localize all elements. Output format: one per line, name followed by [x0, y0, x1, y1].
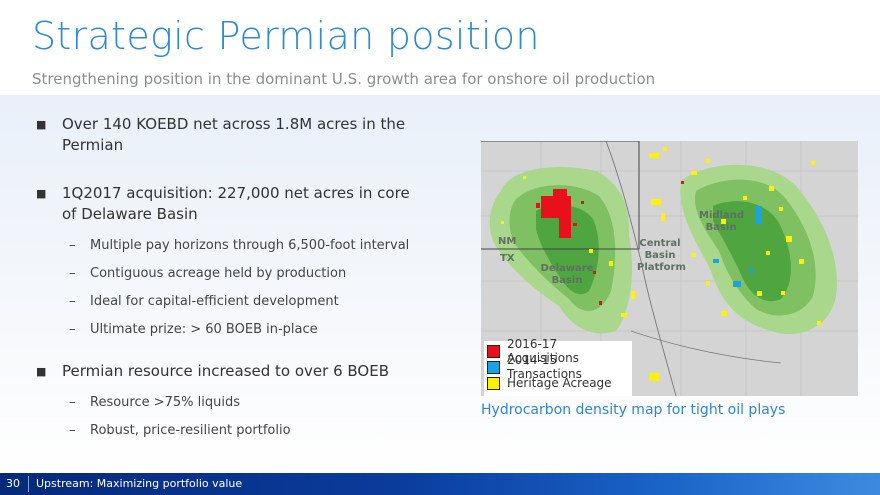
- page-subtitle: Strengthening position in the dominant U…: [32, 70, 656, 88]
- sub-bullet-text: Resource >75% liquids: [90, 395, 241, 410]
- map-label-delaware-basin: Delaware Basin: [540, 263, 594, 286]
- sub-bullet-dash: –: [69, 322, 76, 337]
- footer-text: Upstream: Maximizing portfolio value: [36, 477, 243, 490]
- legend-label: Heritage Acreage: [507, 376, 612, 390]
- map-label-midland-basin: Midland Basin: [699, 210, 744, 233]
- bullet-marker: ■: [36, 118, 47, 131]
- legend-item: Heritage Acreage: [487, 375, 632, 391]
- sub-bullet-item: – Ultimate prize: > 60 BOEB in-place: [36, 321, 466, 339]
- sub-bullet-text: Robust, price-resilient portfolio: [90, 423, 291, 438]
- page-number: 30: [6, 477, 20, 490]
- bullet-marker: ■: [36, 187, 47, 200]
- sub-bullet-dash: –: [69, 294, 76, 309]
- sub-bullet-dash: –: [69, 266, 76, 281]
- bullet-item: ■ Permian resource increased to over 6 B…: [36, 361, 466, 382]
- permian-density-map: NM TX Delaware Basin Central Basin Platf…: [481, 141, 858, 396]
- footer-divider: [28, 476, 29, 492]
- bullet-item: ■ 1Q2017 acquisition: 227,000 net acres …: [36, 183, 466, 225]
- sub-bullet-dash: –: [69, 238, 76, 253]
- sub-bullet-item: – Multiple pay horizons through 6,500-fo…: [36, 237, 466, 255]
- sub-bullet-text: Ultimate prize: > 60 BOEB in-place: [90, 322, 318, 337]
- map-label-tx: TX: [500, 253, 515, 264]
- map-graphic: [481, 141, 858, 396]
- legend-swatch-blue: [487, 360, 500, 374]
- legend-item: 2016-17 Acquisitions: [487, 337, 632, 365]
- sub-bullet-dash: –: [69, 423, 76, 438]
- legend-item: 2014-15 Transactions: [487, 353, 632, 381]
- bullet-text: Over 140 KOEBD net across 1.8M acres in …: [62, 115, 406, 154]
- footer-bar: 30 Upstream: Maximizing portfolio value: [0, 473, 880, 495]
- sub-bullet-text: Multiple pay horizons through 6,500-foot…: [90, 238, 410, 253]
- legend-label: 2014-15 Transactions: [507, 353, 582, 381]
- bullet-text: 1Q2017 acquisition: 227,000 net acres in…: [62, 184, 410, 223]
- sub-bullet-dash: –: [69, 395, 76, 410]
- sub-bullet-item: – Ideal for capital-efficient developmen…: [36, 293, 466, 311]
- bullet-marker: ■: [36, 365, 47, 378]
- sub-bullet-text: Contiguous acreage held by production: [90, 266, 347, 281]
- sub-bullet-item: – Robust, price-resilient portfolio: [36, 422, 466, 440]
- legend-label: 2016-17 Acquisitions: [507, 337, 579, 365]
- bullet-text: Permian resource increased to over 6 BOE…: [62, 362, 390, 380]
- map-label-central-basin-platform: Central Basin Platform: [637, 238, 686, 273]
- bullet-list: ■ Over 140 KOEBD net across 1.8M acres i…: [36, 114, 466, 440]
- page-title: Strategic Permian position: [32, 14, 540, 58]
- legend-swatch-red: [487, 344, 500, 358]
- map-legend: 2016-17 Acquisitions 2014-15 Transaction…: [484, 337, 632, 396]
- bullet-item: ■ Over 140 KOEBD net across 1.8M acres i…: [36, 114, 466, 156]
- map-caption: Hydrocarbon density map for tight oil pl…: [481, 402, 786, 418]
- map-label-nm: NM: [498, 236, 517, 247]
- sub-bullet-text: Ideal for capital-efficient development: [90, 294, 339, 309]
- sub-bullet-item: – Resource >75% liquids: [36, 394, 466, 412]
- legend-swatch-yellow: [487, 376, 500, 390]
- sub-bullet-item: – Contiguous acreage held by production: [36, 265, 466, 283]
